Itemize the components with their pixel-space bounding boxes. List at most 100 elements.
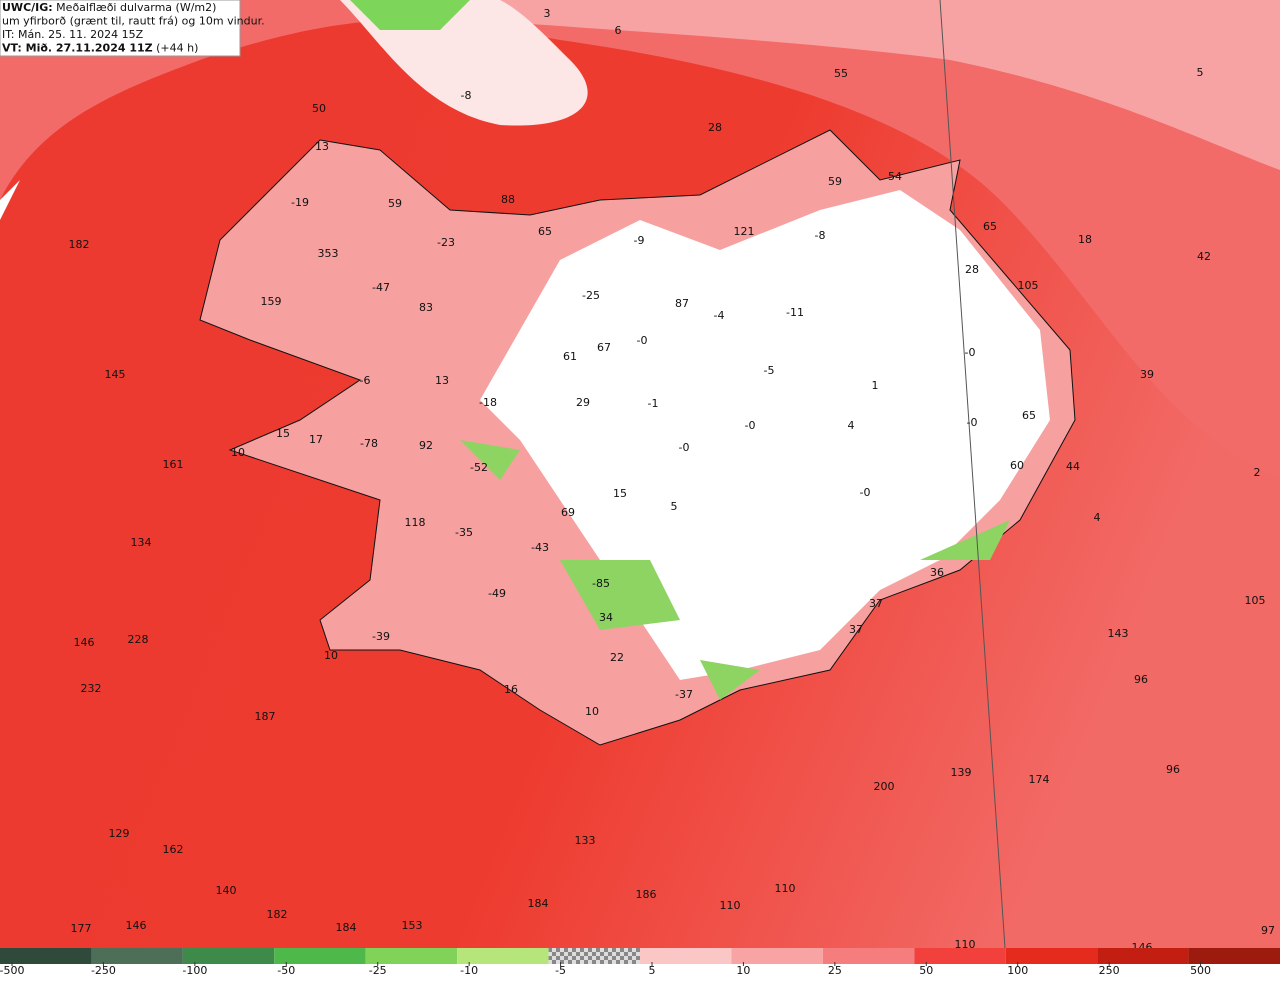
map-value: 97: [1261, 924, 1275, 937]
map-value: 59: [828, 175, 842, 188]
header-box: [0, 0, 241, 57]
colorbar-swatch: [0, 948, 92, 964]
map-value: 92: [419, 439, 433, 452]
map-value: -1: [648, 397, 659, 410]
corner: [0, 180, 20, 220]
map-value: 228: [128, 633, 149, 646]
green-north: [350, 0, 470, 30]
map-value: 182: [69, 238, 90, 251]
map-value: -39: [372, 630, 390, 643]
map-value: 96: [1134, 673, 1148, 686]
map-value: 55: [834, 67, 848, 80]
map-value: -85: [592, 577, 610, 590]
colorbar-label: -500: [0, 964, 24, 977]
map-value: 146: [126, 919, 147, 932]
map-value: 146: [74, 636, 95, 649]
map-value: 2: [1254, 466, 1261, 479]
map-value: 34: [599, 611, 613, 624]
header-bold: UWC/IG:: [2, 1, 53, 14]
map-value: -49: [488, 587, 506, 600]
map-value: 174: [1029, 773, 1050, 786]
map-value: 37: [849, 623, 863, 636]
map-value: 186: [636, 888, 657, 901]
map-value: -35: [455, 526, 473, 539]
colorbar-label: -5: [555, 964, 566, 977]
map-value: 42: [1197, 250, 1211, 263]
map-value: 140: [216, 884, 237, 897]
colorbar-swatch: [1005, 948, 1098, 964]
map-value: 187: [255, 710, 276, 723]
colorbar-swatch: [91, 948, 183, 964]
map-value: 96: [1166, 763, 1180, 776]
map-value: -18: [479, 396, 497, 409]
colorbar-label: -10: [460, 964, 478, 977]
map-value: -25: [582, 289, 600, 302]
map-value: 134: [131, 536, 152, 549]
colorbar-swatch: [640, 948, 732, 964]
north-white: [340, 0, 588, 126]
boundary-line: [939, 0, 1006, 949]
map-value: 65: [538, 225, 552, 238]
map-value: 10: [585, 705, 599, 718]
map-value: 110: [955, 938, 976, 951]
map-value: -0: [679, 441, 690, 454]
map-value: 110: [775, 882, 796, 895]
colorbar: -500 -250 -100 -50 -25 -10 -5 5 10 25 50 100 250 500: [0, 948, 1280, 977]
map-value: 60: [1010, 459, 1024, 472]
map-value: 36: [930, 566, 944, 579]
map-value: 83: [419, 301, 433, 314]
map-value: 143: [1108, 627, 1129, 640]
map-value: 118: [405, 516, 426, 529]
header-text: IT: Mán. 25. 11. 2024 15Z: [2, 28, 144, 41]
map-value: 88: [501, 193, 515, 206]
map-value: 13: [315, 140, 329, 153]
map-value: 37: [869, 597, 883, 610]
map-value: -19: [291, 196, 309, 209]
map-value: 65: [1022, 409, 1036, 422]
map-value: 184: [528, 897, 549, 910]
map-value: 5: [671, 500, 678, 513]
map-value: 50: [312, 102, 326, 115]
map-value: 5: [1197, 66, 1204, 79]
map-value: 121: [734, 225, 755, 238]
map-value: 153: [402, 919, 423, 932]
map-value: -11: [786, 306, 804, 319]
header-text: (+44 h): [153, 42, 199, 55]
map-value: 65: [983, 220, 997, 233]
map-value: 184: [336, 921, 357, 934]
map-value: 182: [267, 908, 288, 921]
header-text: Meðalflæði dulvarma (W/m2): [53, 1, 217, 14]
map-value: -0: [965, 346, 976, 359]
header-text: um yfirborð (grænt til, rautt frá) og 10…: [2, 15, 265, 28]
map-value: 28: [965, 263, 979, 276]
map-value: 105: [1018, 279, 1039, 292]
map-value: 22: [610, 651, 624, 664]
map-value: -9: [634, 234, 645, 247]
colorbar-swatch: [274, 948, 366, 964]
map-value: -5: [764, 364, 775, 377]
map-value: 3: [544, 7, 551, 20]
map-value: 161: [163, 458, 184, 471]
colorbar-swatch: [1097, 948, 1189, 964]
map-value: 159: [261, 295, 282, 308]
header-bold: VT: Mið. 27.11.2024 11Z: [2, 42, 153, 55]
map-value: 177: [71, 922, 92, 935]
map-value: -43: [531, 541, 549, 554]
map-value: 353: [318, 247, 339, 260]
north-lightpink: [380, 0, 1280, 170]
colorbar-swatch: [731, 948, 823, 964]
map-value: 13: [435, 374, 449, 387]
map-value: 200: [874, 780, 895, 793]
interior: [480, 190, 1050, 680]
header-line: UWC/IG: Meðalflæði dulvarma (W/m2): [2, 1, 216, 14]
map-value: 16: [504, 683, 518, 696]
map-value: 1: [872, 379, 879, 392]
map-value: 44: [1066, 460, 1080, 473]
map-value: 6: [615, 24, 622, 37]
colorbar-label: -25: [369, 964, 387, 977]
map-value: -23: [437, 236, 455, 249]
map-value: 29: [576, 396, 590, 409]
map-value: -0: [860, 486, 871, 499]
colorbar-label: -250: [91, 964, 116, 977]
